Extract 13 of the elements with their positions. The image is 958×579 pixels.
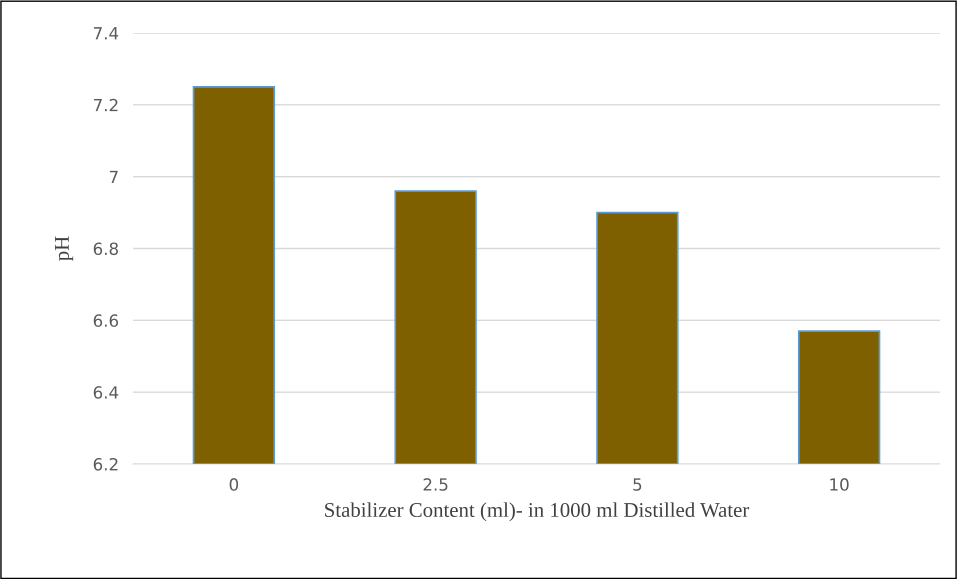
- y-tick-label: 7: [110, 170, 118, 183]
- y-tick-label: 6.6: [94, 314, 118, 327]
- x-tick-label: 0: [230, 478, 238, 491]
- y-tick-label: 6.8: [94, 242, 118, 256]
- x-tick-label: 10: [830, 478, 849, 491]
- y-tick-label: 7.2: [94, 98, 118, 112]
- x-axis-title: Stabilizer Content (ml)- in 1000 ml Distilled Water: [325, 502, 750, 522]
- x-tick-label: 5: [633, 478, 642, 491]
- y-tick-label: 6.2: [94, 458, 118, 471]
- y-tick-label: 7.4: [94, 27, 118, 40]
- y-axis-title: pH: [55, 236, 74, 261]
- x-tick-label: 2.5: [424, 478, 448, 491]
- y-tick-label: 6.4: [94, 386, 118, 399]
